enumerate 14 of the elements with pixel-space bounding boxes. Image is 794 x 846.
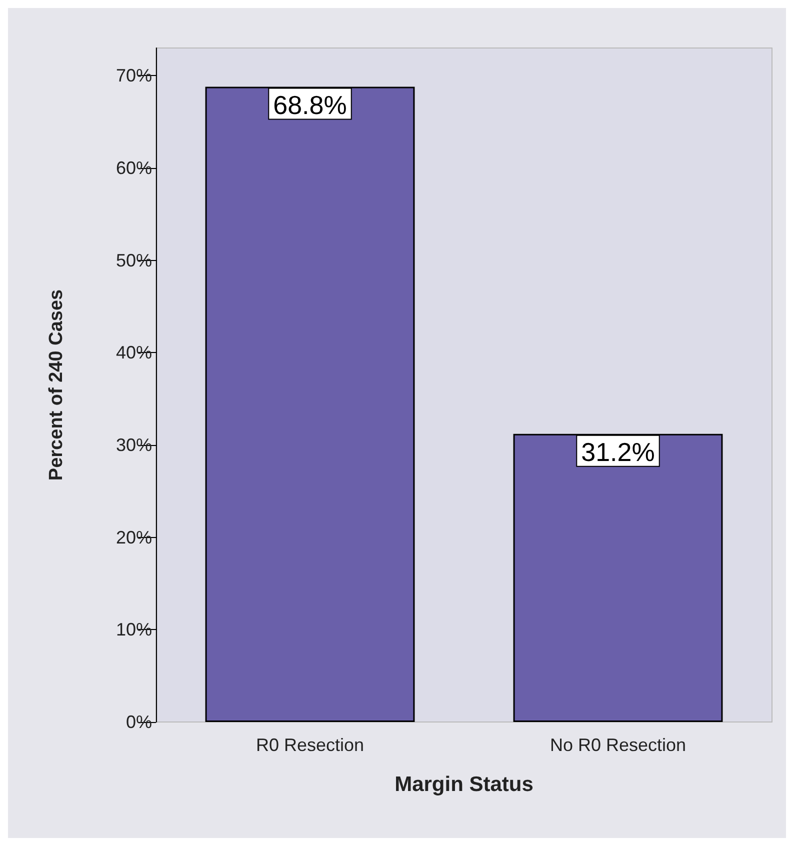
y-tick-label: 40% xyxy=(116,342,152,363)
x-axis-title: Margin Status xyxy=(394,773,534,796)
y-tick-label: 70% xyxy=(116,66,152,86)
y-tick-label: 0% xyxy=(126,712,152,732)
y-tick-label: 20% xyxy=(116,527,152,548)
data-label: 31.2% xyxy=(581,436,655,467)
y-axis-title: Percent of 240 Cases xyxy=(46,289,67,481)
x-tick-label: R0 Resection xyxy=(256,735,364,755)
y-tick-label: 10% xyxy=(116,620,152,640)
data-label: 68.8% xyxy=(273,90,347,120)
y-tick-label: 30% xyxy=(116,435,152,456)
x-tick-label: No R0 Resection xyxy=(550,735,686,755)
y-tick-label: 60% xyxy=(116,158,152,178)
y-tick-label: 50% xyxy=(116,250,152,270)
